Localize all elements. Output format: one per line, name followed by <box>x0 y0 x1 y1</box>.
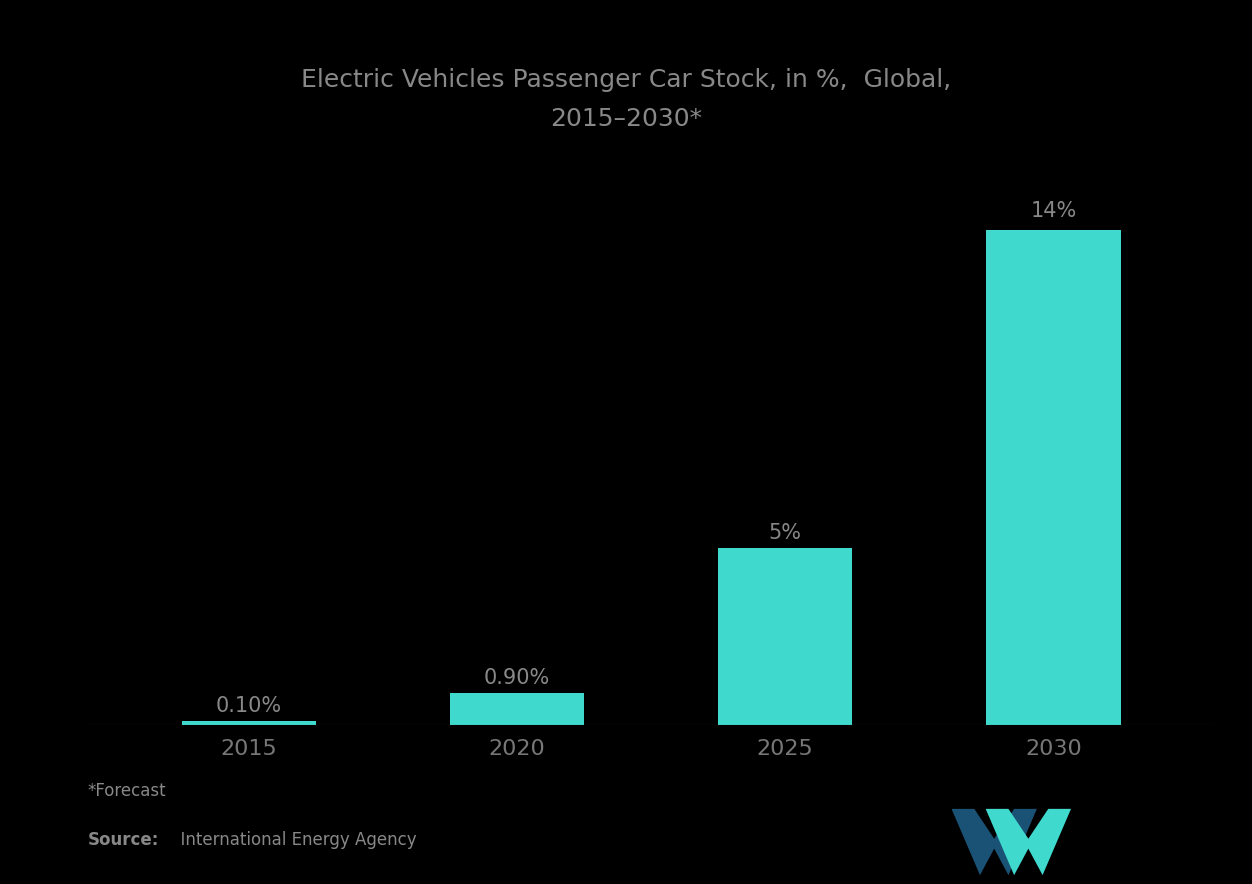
Bar <box>719 548 853 725</box>
Text: 0.10%: 0.10% <box>215 696 282 716</box>
Text: *Forecast: *Forecast <box>88 782 167 800</box>
Text: 2015–2030*: 2015–2030* <box>550 107 702 132</box>
Text: 14%: 14% <box>1030 201 1077 221</box>
Text: International Energy Agency: International Energy Agency <box>170 831 417 849</box>
Polygon shape <box>952 809 1037 875</box>
Text: 5%: 5% <box>769 522 801 543</box>
Text: Electric Vehicles Passenger Car Stock, in %,  Global,: Electric Vehicles Passenger Car Stock, i… <box>300 67 952 92</box>
Bar <box>449 693 583 725</box>
Polygon shape <box>985 809 1070 875</box>
Bar <box>987 230 1121 725</box>
Bar <box>182 721 316 725</box>
Text: Source:: Source: <box>88 831 159 849</box>
Text: 0.90%: 0.90% <box>483 667 550 688</box>
